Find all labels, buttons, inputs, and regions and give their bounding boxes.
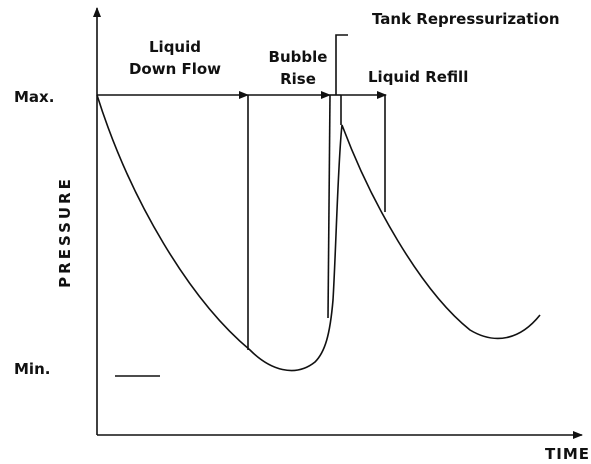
phase-label: Liquid [149,38,201,56]
max-label: Max. [14,88,54,106]
phase-divider [327,94,331,319]
label-bracket [335,34,348,95]
phase-label: Tank Repressurization [372,10,560,28]
pressure-curve [96,94,541,372]
phase-label: Liquid Refill [368,68,468,86]
phase-label: Bubble [269,48,328,66]
phase-label: Rise [280,70,316,88]
min-label: Min. [14,360,50,378]
phase-label: Down Flow [129,60,221,78]
x-axis-label: TIME [545,445,590,463]
y-axis-label: PRESSURE [56,176,74,288]
